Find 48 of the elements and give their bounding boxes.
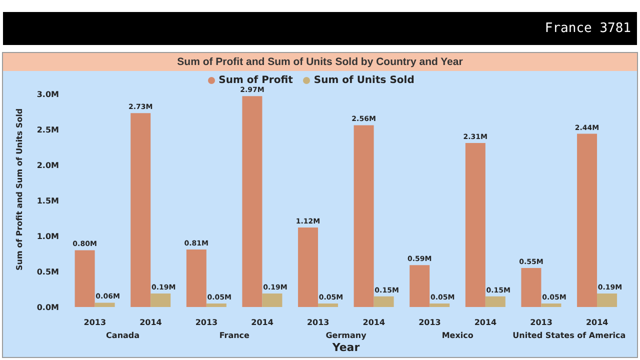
y-tick-label: 2.0M [36, 160, 60, 170]
bar [74, 250, 95, 307]
bar [521, 268, 542, 307]
x-tick-label: 2013 [418, 318, 441, 327]
legend-label: Sum of Units Sold [314, 75, 414, 86]
bar [577, 134, 598, 307]
bar [150, 294, 171, 307]
bar [94, 302, 115, 307]
bar [318, 303, 338, 307]
y-tick-label: 1.0M [36, 232, 60, 241]
bar [354, 125, 374, 307]
bar [541, 303, 562, 307]
x-tick-label: 2013 [530, 318, 552, 327]
bar [242, 96, 262, 307]
bar [465, 142, 486, 307]
text: United States of America [512, 331, 626, 340]
bar [430, 303, 450, 307]
text: Canada [106, 331, 140, 340]
bar [206, 303, 226, 307]
y-tick-label: 1.5M [36, 196, 60, 206]
y-tick-label: 0.0M [36, 302, 60, 312]
chart-title: Sum of Profit and Sum of Units Sold by Country and Year [3, 53, 637, 71]
y-tick-label: 0.5M [36, 267, 60, 276]
x-tick-label: 2014 [251, 318, 274, 327]
x-tick-label: 2013 [306, 318, 330, 327]
legend-label: Sum of Profit [218, 75, 293, 86]
bar [374, 296, 394, 307]
bar [410, 265, 430, 307]
x-tick-label: 2014 [586, 318, 609, 327]
text: Mexico [442, 331, 474, 340]
bar [130, 113, 151, 307]
bar [186, 249, 206, 307]
x-tick-label: 2013 [84, 318, 106, 327]
x-tick-label: 2014 [140, 318, 162, 327]
text: Germany [326, 331, 368, 340]
bar [298, 227, 318, 307]
y-tick-label: 2.5M [36, 125, 60, 134]
x-tick-label: 2014 [474, 318, 498, 327]
x-axis-title: Year [331, 341, 360, 354]
y-axis-title: Sum of Profit and Sum of Units Sold [14, 108, 24, 270]
bar [485, 296, 506, 307]
bar [597, 294, 618, 307]
bar [262, 294, 282, 307]
x-tick-label: 2014 [362, 318, 386, 327]
y-tick-label: 3.0M [36, 90, 60, 99]
x-tick-label: 2013 [195, 318, 218, 327]
text: France 3781 [3, 12, 637, 45]
text: France [219, 331, 250, 340]
